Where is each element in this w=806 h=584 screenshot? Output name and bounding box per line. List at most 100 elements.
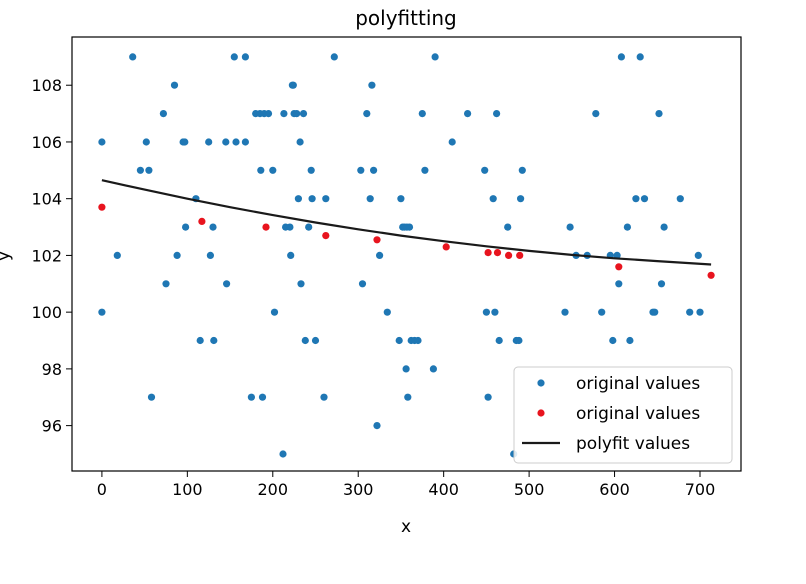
blue-data-point: [322, 195, 330, 203]
red-data-point: [493, 249, 502, 257]
blue-data-point: [373, 422, 381, 430]
blue-data-point: [405, 223, 414, 231]
blue-data-point: [613, 251, 621, 259]
blue-data-point: [289, 81, 297, 89]
blue-data-point: [482, 308, 490, 316]
blue-data-point: [366, 195, 374, 203]
blue-data-point: [182, 223, 190, 231]
blue-data-point: [640, 195, 649, 203]
x-tick-label: 300: [343, 480, 374, 499]
blue-data-point: [657, 280, 666, 288]
blue-data-point: [632, 195, 640, 203]
blue-data-point: [363, 110, 371, 118]
y-tick-label: 98: [42, 360, 62, 379]
blue-data-point: [301, 336, 309, 345]
blue-data-point: [241, 53, 249, 61]
red-data-point: [615, 263, 623, 271]
y-tick-label: 102: [31, 246, 62, 265]
legend-label: original values: [576, 404, 700, 424]
blue-data-point: [206, 251, 214, 259]
red-data-point: [505, 251, 513, 259]
red-data-point: [516, 251, 524, 259]
blue-data-point: [491, 308, 499, 316]
blue-data-point: [429, 365, 437, 373]
blue-data-point: [504, 223, 512, 231]
blue-data-point: [162, 280, 170, 288]
blue-data-point: [404, 393, 412, 401]
x-tick-label: 700: [685, 480, 716, 499]
blue-data-point: [279, 450, 287, 458]
blue-data-point: [293, 110, 301, 118]
blue-data-point: [489, 195, 497, 203]
red-data-point: [707, 271, 715, 279]
blue-data-point: [320, 393, 328, 401]
blue-data-point: [173, 251, 181, 259]
blue-data-point: [145, 166, 153, 174]
blue-data-point: [311, 336, 320, 345]
blue-data-point: [98, 308, 106, 316]
blue-data-point: [561, 308, 569, 316]
blue-data-point: [136, 166, 144, 174]
blue-data-point: [617, 53, 626, 61]
blue-data-point: [636, 53, 644, 61]
y-tick-label: 108: [31, 76, 62, 95]
blue-data-point: [205, 138, 213, 146]
blue-data-point: [223, 280, 231, 288]
x-tick-label: 100: [172, 480, 203, 499]
y-tick-label: 96: [42, 417, 62, 436]
blue-data-point: [676, 195, 684, 203]
blue-data-point: [395, 336, 403, 345]
blue-data-point: [626, 336, 634, 345]
blue-data-point: [196, 336, 204, 345]
blue-data-point: [609, 336, 617, 345]
blue-data-point: [181, 138, 189, 146]
blue-data-point: [518, 166, 526, 174]
blue-data-point: [159, 110, 167, 118]
blue-data-point: [210, 336, 218, 345]
chart-marks: [98, 53, 715, 458]
x-tick-label: 0: [97, 480, 107, 499]
blue-data-point: [660, 223, 668, 231]
blue-data-point: [286, 223, 294, 231]
blue-data-point: [517, 195, 525, 203]
blue-data-point: [247, 393, 255, 401]
red-data-point: [198, 217, 206, 225]
blue-data-point: [421, 166, 429, 174]
x-tick-label: 200: [258, 480, 289, 499]
blue-data-point: [464, 110, 472, 118]
blue-data-point: [383, 308, 391, 316]
y-tick-label: 104: [31, 190, 62, 209]
blue-data-point: [566, 223, 574, 231]
blue-data-point: [129, 53, 137, 61]
red-data-point: [322, 232, 330, 240]
blue-data-point: [357, 166, 365, 174]
blue-data-point: [592, 110, 600, 118]
blue-data-point: [222, 138, 230, 146]
blue-data-point: [230, 53, 238, 61]
red-data-point: [373, 236, 381, 244]
x-axis-label: x: [401, 517, 411, 537]
blue-data-point: [330, 53, 338, 61]
red-data-point: [484, 249, 492, 257]
blue-data-point: [305, 223, 313, 231]
x-tick-label: 500: [514, 480, 545, 499]
blue-data-point: [308, 195, 316, 203]
blue-data-point: [299, 110, 308, 118]
blue-data-point: [358, 280, 367, 288]
blue-data-point: [241, 138, 249, 146]
blue-data-point: [232, 138, 240, 146]
y-tick-label: 106: [31, 133, 62, 152]
blue-data-point: [98, 138, 106, 146]
blue-data-point: [515, 336, 523, 345]
blue-data-point: [307, 166, 315, 174]
blue-data-point: [269, 166, 277, 174]
blue-data-point: [376, 251, 384, 259]
blue-data-point: [397, 195, 405, 203]
red-data-point: [98, 203, 106, 211]
x-tick-label: 600: [599, 480, 630, 499]
y-axis-ticks: 96 98 100 102 104 106 108: [31, 76, 72, 436]
blue-data-point: [368, 81, 376, 89]
blue-data-point: [623, 223, 632, 231]
polyfit-line: [101, 179, 712, 266]
